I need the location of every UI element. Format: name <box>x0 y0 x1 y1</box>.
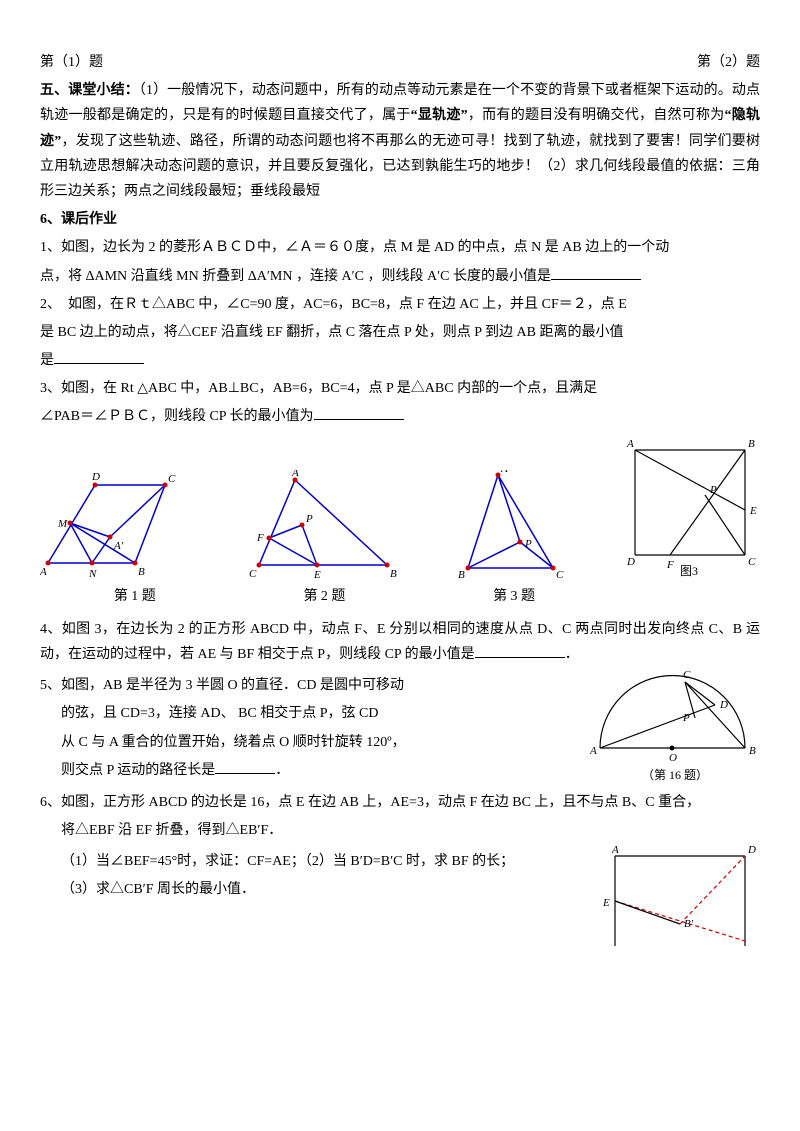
s5-xian: “显轨迹” <box>411 108 468 123</box>
cap1: 第 1 题 <box>114 584 156 609</box>
caption-row-1: 第 1 题 第 2 题 第 3 题 . <box>40 584 760 609</box>
svg-text:A': A' <box>113 540 124 552</box>
svg-text:C: C <box>683 670 691 681</box>
q3-blank <box>314 405 404 420</box>
q1-b-line: 点，将 ΔAMN 沿直线 MN 折叠到 ΔA′MN ，连接 A′C ，则线段 A… <box>40 264 760 289</box>
svg-text:F: F <box>666 559 674 571</box>
fig2-svg: A C E B F P <box>247 470 402 580</box>
q6-d: （3）求△CB′F 周长的最小值． <box>40 877 590 902</box>
svg-text:图3: 图3 <box>680 564 698 578</box>
cap2: 第 2 题 <box>303 584 345 609</box>
svg-text:A: A <box>291 470 299 479</box>
q2-blank <box>54 349 144 364</box>
svg-text:B: B <box>749 745 756 757</box>
svg-text:M: M <box>57 518 68 530</box>
svg-text:P: P <box>305 513 313 525</box>
fig5-wrap: A B O C D P （第 16 题） <box>590 670 760 787</box>
q6-b: 将△EBF 沿 EF 折叠，得到△EB′F． <box>40 818 760 843</box>
fig3-svg: A B C P <box>458 470 568 580</box>
q4-line: 4、如图 3，在边长为 2 的正方形 ABCD 中，动点 F、E 分别以相同的速… <box>40 617 760 667</box>
section-5: 五、课堂小结：（1）一般情况下，动态问题中，所有的动点等动元素是在一个不变的背景… <box>40 78 760 204</box>
fig2-wrap: A C E B F P <box>247 470 402 580</box>
svg-text:C: C <box>249 568 257 580</box>
svg-text:P: P <box>709 484 717 496</box>
svg-text:E: E <box>602 897 610 909</box>
svg-text:A: A <box>40 566 47 578</box>
cap3: 第 3 题 <box>493 584 535 609</box>
q5-block: 5、如图，AB 是半径为 3 半圆 O 的直径．CD 是圆中可移动 的弦，且 C… <box>40 670 760 787</box>
figure-row-1: A N B M D C A' A C E B F P A B C P A B C D F E P 图3 <box>40 440 760 580</box>
svg-text:A: A <box>500 470 508 475</box>
fig3-wrap: A B C P <box>458 470 568 580</box>
s5-b3: ，发现了这些轨迹、路径，所谓的动态问题也将不再那么的无迹可寻！找到了轨迹，就找到… <box>40 134 760 199</box>
svg-text:E: E <box>313 569 321 580</box>
svg-text:N: N <box>88 568 97 580</box>
q1-a: 1、如图，边长为 2 的菱形ＡＢＣＤ中，∠Ａ＝６０度，点 M 是 AD 的中点，… <box>40 235 760 260</box>
svg-text:B: B <box>458 569 465 580</box>
hdr-t2: 第（2）题 <box>697 50 760 75</box>
q1-blank <box>551 265 641 280</box>
svg-text:B: B <box>138 566 145 578</box>
q5-d: 则交点 P 运动的路径长是 <box>61 763 215 778</box>
svg-text:P: P <box>524 538 532 550</box>
svg-text:C: C <box>748 556 756 568</box>
svg-text:P: P <box>682 712 690 724</box>
fig5-svg: A B O C D P <box>590 670 760 765</box>
svg-text:A: A <box>611 846 619 856</box>
hdr-t1: 第（1）题 <box>40 50 103 75</box>
q6-a: 6、如图，正方形 ABCD 的边长是 16，点 E 在边 AB 上，AE=3，动… <box>40 790 760 815</box>
svg-text:D: D <box>747 846 756 856</box>
svg-text:B: B <box>748 440 755 450</box>
q6-c: （1）当∠BEF=45°时，求证：CF=AE；（2）当 B′D=B′C 时，求 … <box>40 849 590 874</box>
svg-text:A: A <box>626 440 634 450</box>
svg-text:E: E <box>749 505 757 517</box>
fig1-wrap: A N B M D C A' <box>40 465 190 580</box>
q4-blank <box>475 643 565 658</box>
q3-a: 3、如图，在 Rt △ABC 中，AB⊥BC，AB=6，BC=4，点 P 是△A… <box>40 376 760 401</box>
svg-text:B': B' <box>684 918 694 930</box>
fig4-svg: A B C D F E P 图3 <box>625 440 760 580</box>
q5-b: 的弦，且 CD=3，连接 AD、 BC 相交于点 P，弦 CD <box>40 701 580 726</box>
s5-b2: ，而有的题目没有明确交代，自然可称为 <box>468 108 725 123</box>
q6-block: （1）当∠BEF=45°时，求证：CF=AE；（2）当 B′D=B′C 时，求 … <box>40 846 760 946</box>
s5-title: 五、课堂小结： <box>40 83 139 98</box>
q3-b-line: ∠PAB＝∠ＰＢＣ，则线段 CP 长的最小值为 <box>40 404 760 429</box>
q5-a: 5、如图，AB 是半径为 3 半圆 O 的直径．CD 是圆中可移动 <box>40 673 580 698</box>
q4: 4、如图 3，在边长为 2 的正方形 ABCD 中，动点 F、E 分别以相同的速… <box>40 622 760 662</box>
fig4-wrap: A B C D F E P 图3 <box>625 440 760 580</box>
q3-b: ∠PAB＝∠ＰＢＣ，则线段 CP 长的最小值为 <box>40 409 314 424</box>
svg-text:B: B <box>390 568 397 580</box>
fig1-svg: A N B M D C A' <box>40 465 190 580</box>
q5-blank <box>215 759 275 774</box>
svg-text:D: D <box>91 471 100 483</box>
fig6-wrap: A D E B' <box>600 846 760 946</box>
q2-b: 是 BC 边上的动点，将△CEF 沿直线 EF 翻折，点 C 落在点 P 处，则… <box>40 320 760 345</box>
svg-text:D: D <box>719 699 728 711</box>
svg-text:C: C <box>168 473 176 485</box>
svg-text:C: C <box>556 569 564 580</box>
svg-text:O: O <box>669 752 677 764</box>
q2-c-line: 是 <box>40 348 760 373</box>
svg-text:D: D <box>626 556 635 568</box>
fig6-svg: A D E B' <box>600 846 760 946</box>
q2-a: 2、 如图，在Ｒｔ△ABC 中，∠C=90 度，AC=6，BC=8，点 F 在边… <box>40 292 760 317</box>
fig5-cap: （第 16 题） <box>590 765 760 787</box>
q5-c: 从 C 与 A 重合的位置开始，绕着点 O 顺时针旋转 120º， <box>40 730 580 755</box>
svg-text:F: F <box>256 532 264 544</box>
q2-c: 是 <box>40 353 54 368</box>
hw-title: 6、课后作业 <box>40 207 760 232</box>
q1-b: 点，将 ΔAMN 沿直线 MN 折叠到 ΔA′MN ，连接 A′C ，则线段 A… <box>40 269 551 284</box>
svg-text:A: A <box>590 745 597 757</box>
q5-d-line: 则交点 P 运动的路径长是． <box>40 758 580 783</box>
